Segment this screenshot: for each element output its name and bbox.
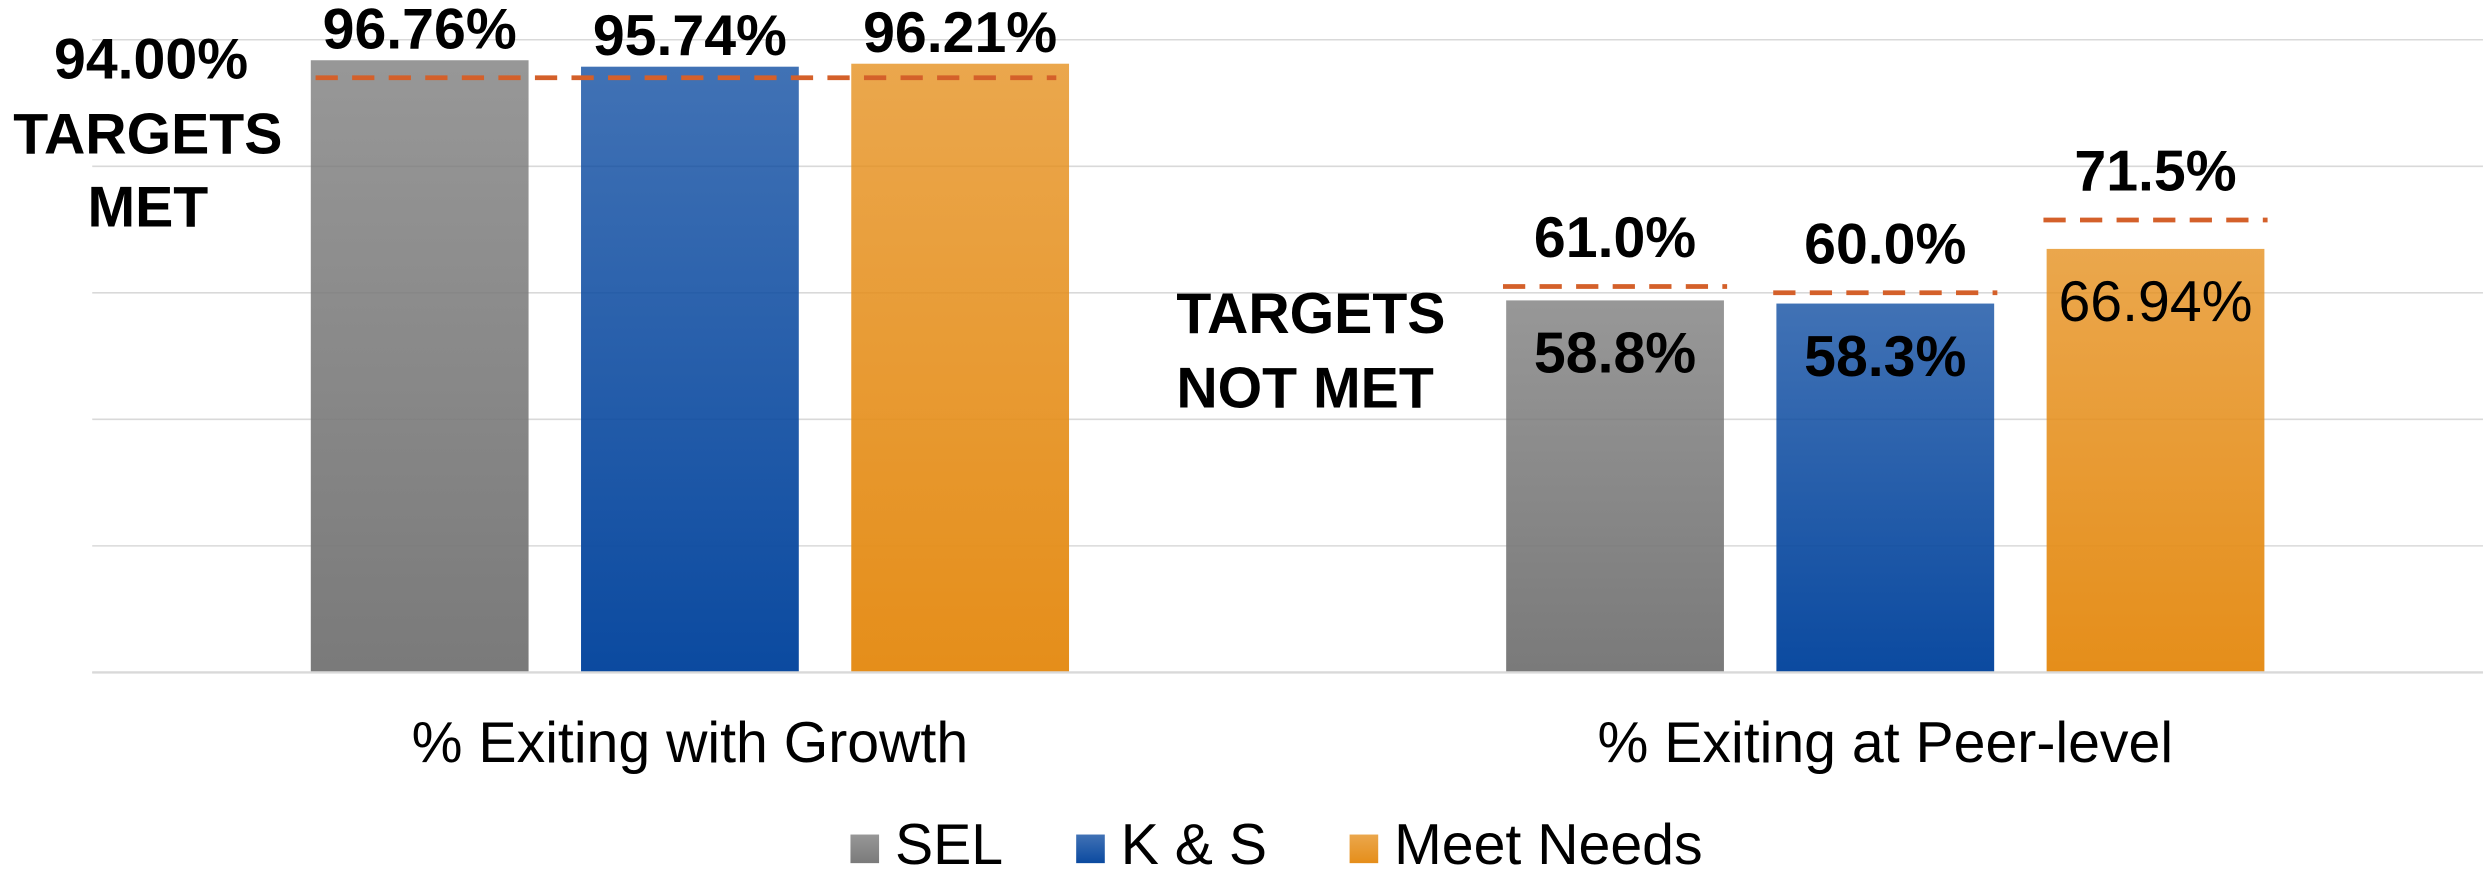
x-tick-label: % Exiting with Growth: [412, 711, 969, 775]
value-label: 96.76%: [323, 0, 517, 61]
legend-label: SEL: [895, 813, 1003, 873]
target-label: 94.00%: [54, 28, 248, 92]
target-status: TARGETS: [1176, 282, 1445, 346]
bar: [851, 63, 1070, 673]
legend-swatch: [1349, 834, 1379, 864]
value-label: 58.8%: [1534, 322, 1696, 386]
target-status: TARGETS: [13, 102, 282, 166]
value-label: 96.21%: [863, 1, 1057, 65]
target-status: MET: [87, 176, 208, 240]
target-status: NOT MET: [1176, 357, 1434, 421]
value-label: 66.94%: [2058, 270, 2252, 334]
legend-swatch: [1076, 834, 1105, 864]
value-label: 58.3%: [1804, 325, 1966, 389]
bar: [1776, 303, 1995, 673]
value-label: 95.74%: [593, 4, 787, 68]
legend-label: Meet Needs: [1394, 813, 1703, 873]
legend-label: K & S: [1121, 813, 1267, 873]
target-label: 61.0%: [1534, 206, 1696, 270]
target-label: 60.0%: [1804, 212, 1966, 276]
bar: [2046, 248, 2265, 673]
legend-swatch: [850, 834, 880, 864]
bar: [1506, 300, 1724, 673]
bar: [581, 66, 799, 673]
target-label: 71.5%: [2074, 140, 2236, 204]
x-tick-label: % Exiting at Peer-level: [1597, 711, 2173, 775]
bar: [310, 60, 529, 673]
